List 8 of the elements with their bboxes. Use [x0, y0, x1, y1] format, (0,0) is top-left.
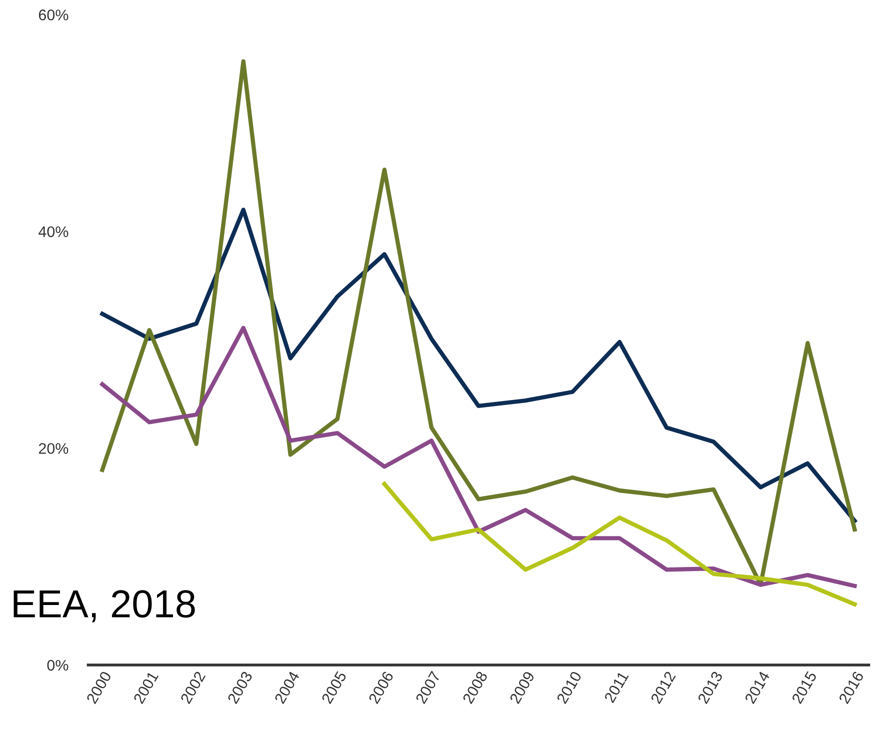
line-series [382, 482, 857, 606]
line-series [100, 208, 857, 523]
y-tick-label: 20% [38, 443, 68, 454]
y-tick-label: 0% [47, 660, 68, 671]
y-tick-label: 40% [38, 226, 68, 238]
line-series [100, 326, 857, 588]
annotation: EEA, 2018 [14, 590, 195, 622]
y-tick-label: 60% [38, 10, 68, 20]
